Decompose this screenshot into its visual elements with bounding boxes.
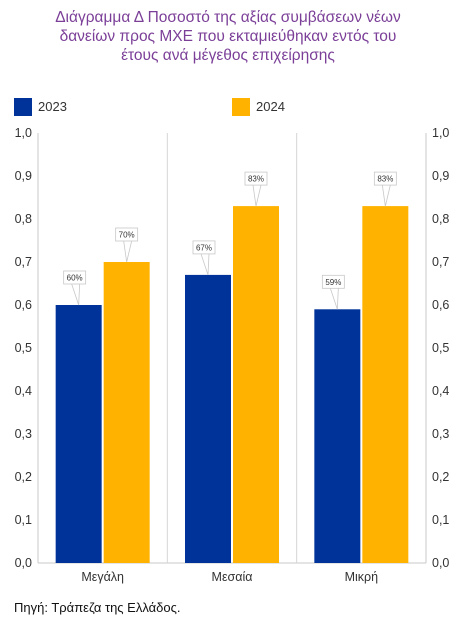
bar-2024 [103, 262, 150, 563]
y-tick-label-right: 0,4 [432, 384, 449, 398]
y-tick-label-left: 0,0 [15, 556, 32, 570]
x-tick-label: Μεγάλη [81, 570, 124, 584]
data-label-box [63, 270, 87, 285]
y-tick-label-right: 0,8 [432, 212, 449, 226]
y-tick-label-right: 1,0 [432, 126, 449, 140]
data-label: 60% [67, 274, 83, 283]
y-tick-label-left: 0,4 [15, 384, 32, 398]
y-tick-label-right: 0,7 [432, 255, 449, 269]
y-tick-label-left: 1,0 [15, 126, 32, 140]
bar-2023 [55, 305, 102, 563]
y-tick-label-left: 0,8 [15, 212, 32, 226]
title-line-1: Διάγραμμα Δ Ποσοστό της αξίας συμβάσεων … [55, 9, 401, 26]
y-tick-label-left: 0,9 [15, 169, 32, 183]
bar-2023 [185, 274, 231, 563]
data-label-box [373, 171, 397, 186]
y-tick-label-left: 0,5 [15, 341, 32, 355]
data-label: 59% [325, 278, 341, 287]
legend-swatch-2023 [14, 98, 32, 116]
y-tick-label-right: 0,9 [432, 169, 449, 183]
data-label-pointer [123, 240, 133, 263]
x-tick-label: Μικρή [345, 570, 379, 584]
data-label-box [244, 171, 268, 186]
legend-swatch-2024 [232, 98, 250, 116]
y-tick-label-right: 0,2 [432, 470, 449, 484]
y-tick-label-right: 0,0 [432, 556, 449, 570]
bar-2023 [314, 309, 361, 563]
data-label: 67% [196, 243, 212, 252]
data-label-box [115, 227, 139, 242]
y-tick-label-right: 0,1 [432, 513, 449, 527]
y-tick-label-left: 0,3 [15, 427, 32, 441]
data-label-pointer [252, 185, 262, 207]
y-tick-label-left: 0,1 [15, 513, 32, 527]
x-tick-label: Μεσαία [212, 570, 253, 584]
bar-2024 [362, 206, 409, 563]
title-line-3: έτους ανά μέγεθος επιχείρησης [121, 47, 335, 64]
title-line-2: δανείων προς ΜΧΕ που εκταμιεύθηκαν εντός… [59, 28, 397, 45]
y-tick-label-right: 0,6 [432, 298, 449, 312]
y-tick-label-right: 0,5 [432, 341, 449, 355]
data-label-pointer [200, 253, 210, 276]
y-tick-label-left: 0,2 [15, 470, 32, 484]
y-tick-label-right: 0,3 [432, 427, 449, 441]
chart-title: Διάγραμμα Δ Ποσοστό της αξίας συμβάσεων … [0, 8, 456, 65]
data-label: 83% [377, 175, 393, 184]
data-label-box [192, 240, 216, 255]
legend-label-2024: 2024 [256, 99, 285, 114]
data-label-pointer [71, 283, 81, 306]
bar-2024 [233, 206, 279, 563]
y-tick-label-left: 0,7 [15, 255, 32, 269]
data-label: 83% [248, 175, 264, 184]
source-note: Πηγή: Τράπεζα της Ελλάδος. [14, 600, 181, 615]
data-label-box [321, 274, 345, 289]
data-label-pointer [381, 185, 391, 207]
data-label-pointer [329, 288, 339, 310]
data-label: 70% [119, 231, 135, 240]
y-tick-label-left: 0,6 [15, 298, 32, 312]
legend-label-2023: 2023 [38, 99, 67, 114]
